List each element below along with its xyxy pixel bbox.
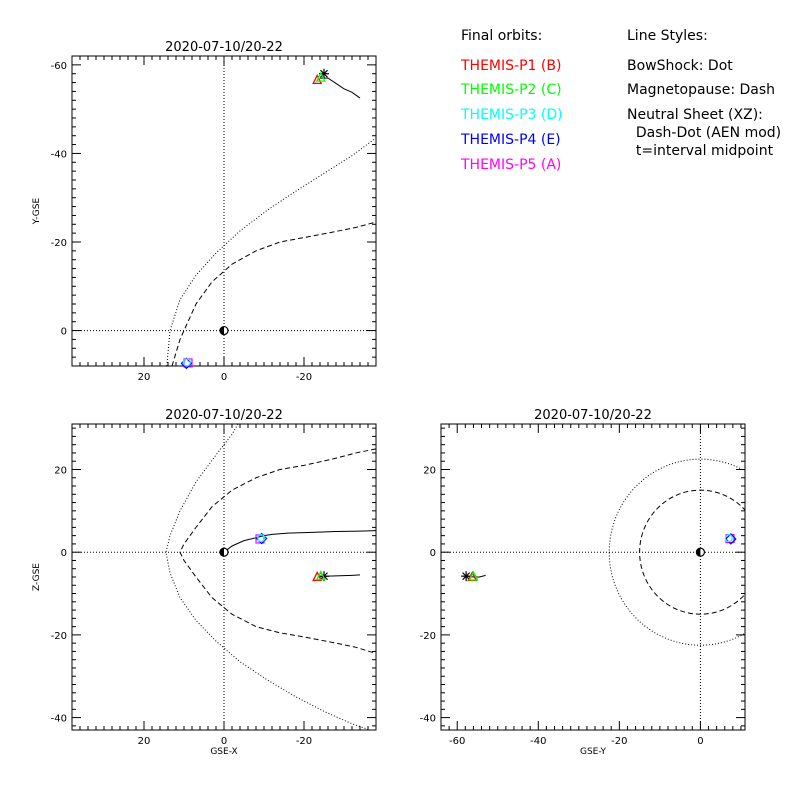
y-tick-label: 0 — [61, 548, 67, 559]
panel-yz: 2020-07-10/20-22 -60 -40 -20 0 20 0 -20 -40 GSE-Y — [420, 408, 746, 757]
style-magnetopause: Magnetopause: Dash — [627, 82, 776, 98]
bowshock-curve — [608, 458, 745, 646]
series-group — [166, 77, 376, 366]
x-tick-label: 20 — [138, 372, 151, 383]
triangle-marker — [315, 71, 326, 82]
y-tick-label: 0 — [61, 327, 67, 338]
x-axis-label: GSE-Y — [580, 747, 607, 757]
star-stroke — [462, 572, 471, 581]
earth-marker — [219, 325, 229, 336]
triangle-marker — [315, 570, 326, 581]
bowshock-curve — [165, 424, 372, 730]
star-stroke — [320, 572, 328, 581]
earth-marker — [219, 547, 229, 557]
style-bowshock: BowShock: Dot — [627, 58, 733, 74]
x-tick-label: 0 — [221, 736, 227, 747]
magnetopause-curve — [179, 448, 376, 654]
y-tick-label: 0 — [430, 548, 436, 559]
plot-title: 2020-07-10/20-22 — [165, 408, 283, 423]
x-tick-label: -20 — [296, 372, 312, 383]
plot-frame — [440, 423, 746, 731]
magnetopause-curve — [171, 221, 376, 366]
y-tick-label: -20 — [51, 238, 67, 249]
plot-title: 2020-07-10/20-22 — [534, 408, 652, 423]
x-tick-label: -40 — [530, 736, 546, 747]
legend-probe-p5: THEMIS-P5 (A) — [461, 157, 562, 173]
x-tick-label: -60 — [449, 736, 465, 747]
style-neutral-sheet: Neutral Sheet (XZ): — [627, 107, 763, 123]
style-dash-dot: Dash-Dot (AEN mod) — [627, 125, 782, 141]
triangle-marker — [312, 570, 323, 582]
legend-probe-p1: THEMIS-P1 (B) — [461, 58, 562, 74]
circle-marker — [257, 534, 266, 543]
triangle-marker — [468, 570, 479, 581]
y-tick-label: -60 — [51, 61, 67, 72]
plot-frame — [71, 55, 377, 367]
panel-xz: 2020-07-10/20-22 20 0 -20 20 0 -20 -40 GSE-X Z-GS… — [32, 408, 377, 757]
x-axis-label: GSE-X — [210, 747, 237, 757]
earth-night-half — [220, 548, 224, 557]
bowshock-curve — [166, 137, 376, 366]
y-tick-label: -40 — [420, 714, 436, 725]
legend: Final orbits: THEMIS-P1 (B) THEMIS-P2 (C… — [0, 0, 800, 200]
y-tick-label: -20 — [51, 631, 67, 642]
y-tick-label: 20 — [423, 465, 436, 476]
style-interval: t=interval midpoint — [627, 143, 774, 159]
circle-marker — [724, 534, 733, 543]
plot-title: 2020-07-10/20-22 — [165, 40, 283, 55]
legend-probe-p4: THEMIS-P4 (E) — [461, 132, 561, 148]
y-axis-label: Z-GSE — [32, 563, 42, 591]
x-tick-label: -20 — [296, 736, 312, 747]
circle-marker — [182, 358, 191, 367]
x-tick-label: 0 — [221, 372, 227, 383]
triangle-marker — [312, 73, 323, 85]
y-tick-label: -20 — [420, 631, 436, 642]
earth-night-half — [220, 326, 224, 335]
orbits-legend-title: Final orbits: — [461, 28, 543, 44]
panel-xy: 2020-07-10/20-22 20 0 -20 0 -20 -40 -60 Y-GSE — [32, 40, 377, 383]
series-group — [165, 424, 376, 730]
x-tick-label: 20 — [138, 736, 151, 747]
legend-probe-p3: THEMIS-P3 (D) — [461, 107, 563, 123]
earth-marker — [695, 547, 706, 557]
orbit-track — [320, 77, 361, 99]
y-tick-label: -40 — [51, 149, 67, 160]
y-tick-label: -40 — [51, 714, 67, 725]
magnetopause-curve — [639, 489, 745, 615]
styles-legend-title: Line Styles: — [627, 28, 708, 44]
y-axis-label: Y-GSE — [32, 198, 42, 226]
legend-probe-p2: THEMIS-P2 (C) — [461, 82, 562, 98]
x-tick-label: -20 — [611, 736, 627, 747]
orbit-track — [223, 530, 376, 553]
star-marker — [319, 68, 329, 79]
x-tick-label: 0 — [697, 736, 703, 747]
y-tick-label: 20 — [54, 465, 67, 476]
earth-night-half — [696, 548, 701, 557]
diamond-marker — [724, 533, 737, 545]
